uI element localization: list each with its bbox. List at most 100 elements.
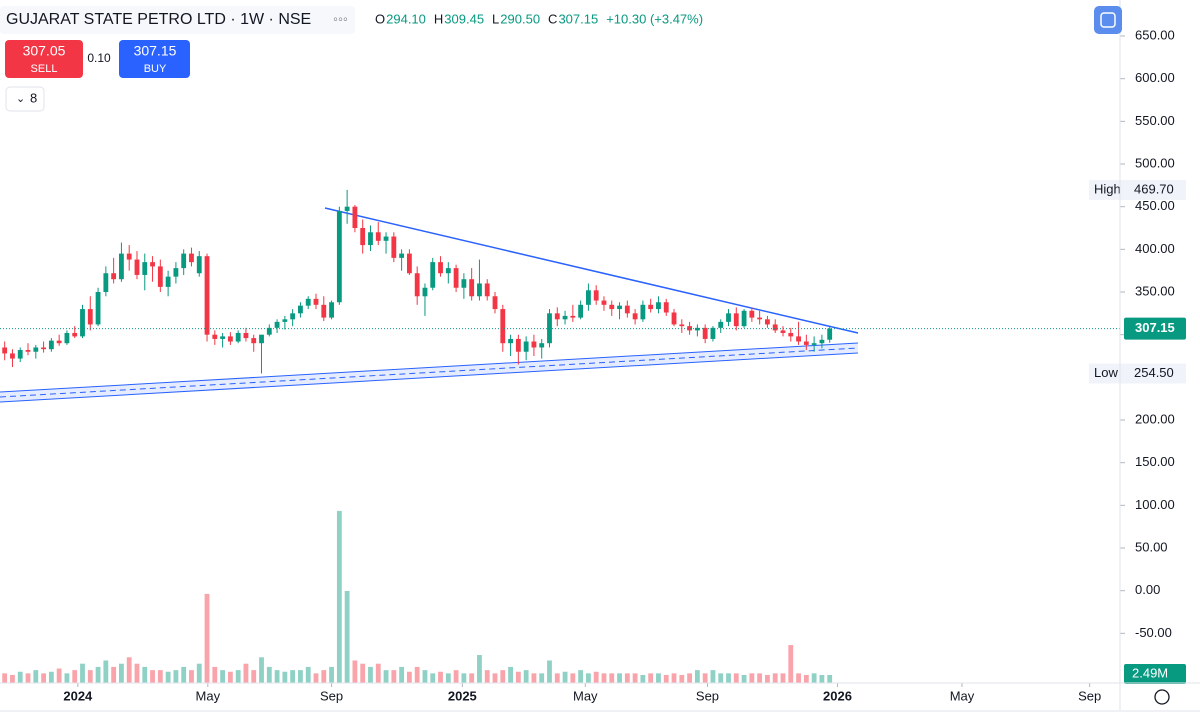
x-tick-label: May — [573, 688, 598, 703]
y-tick-label: 600.00 — [1135, 70, 1175, 85]
layout-button[interactable] — [1094, 6, 1122, 34]
volume-bar — [33, 670, 39, 683]
chevron: ⌄ — [16, 93, 25, 105]
volume-bar — [796, 673, 801, 683]
x-tick-label: May — [950, 688, 975, 703]
candle-body — [72, 332, 78, 337]
title-bg — [0, 6, 355, 34]
legend-key: H — [434, 11, 443, 26]
volume-bar — [702, 673, 708, 683]
volume-bar — [687, 673, 693, 683]
candle-body — [445, 268, 451, 274]
volume-bar — [25, 673, 31, 683]
volume-bar — [41, 673, 46, 683]
last-price-bg — [1124, 317, 1186, 340]
volume-bar — [749, 673, 755, 683]
volume-bar — [624, 673, 630, 683]
candle-body — [656, 302, 661, 310]
volume-bar — [694, 670, 700, 683]
legend-key: O — [375, 11, 385, 26]
volume-bar — [765, 674, 770, 683]
candle-body — [111, 273, 117, 280]
volume-bar — [196, 663, 202, 683]
legend-value: 307.15 — [558, 11, 598, 26]
candle-body — [741, 310, 747, 327]
channel-mid — [0, 347, 859, 398]
candle-body — [399, 253, 405, 258]
layout-icon — [1100, 12, 1116, 28]
candle-body — [368, 232, 373, 246]
price-mark-bg — [1124, 363, 1186, 384]
candle-body — [56, 340, 62, 344]
volume-bar — [48, 671, 54, 683]
volume-label-bg — [1124, 663, 1186, 684]
more-icon[interactable]: ◦◦◦ — [333, 11, 348, 27]
settings-icon[interactable] — [1154, 689, 1170, 705]
volume-bar — [298, 670, 303, 683]
candle-body — [126, 253, 132, 260]
price-mark-bg — [1124, 179, 1186, 200]
volume-bar — [336, 510, 342, 683]
candle-body — [484, 283, 490, 297]
candle-body — [477, 283, 482, 297]
symbol-title: GUJARAT STATE PETRO LTD · 1W · NSE — [6, 11, 311, 28]
volume-bar — [484, 670, 490, 683]
price-mark-key-bg — [1089, 179, 1124, 200]
candle-body — [41, 347, 46, 350]
volume-bar — [508, 666, 513, 683]
candle-body — [173, 268, 179, 277]
candle-body — [119, 253, 124, 280]
price-mark-key: Low — [1094, 365, 1118, 380]
volume-bar — [329, 666, 334, 683]
y-tick-label: 150.00 — [1135, 454, 1175, 469]
volume-bar — [399, 666, 405, 683]
candle-body — [274, 321, 280, 328]
candle-body — [10, 353, 15, 359]
volume-bar — [500, 670, 506, 683]
volume-bar — [741, 674, 747, 683]
candle-body — [383, 236, 389, 241]
volume-bar — [554, 673, 560, 683]
buy-button[interactable] — [119, 40, 190, 78]
y-tick-label: 0.00 — [1135, 582, 1160, 597]
volume-bar — [461, 673, 467, 683]
volume-bar — [204, 593, 210, 683]
volume-bar — [726, 673, 731, 683]
volume-bar — [243, 663, 249, 683]
volume-bar — [570, 673, 576, 683]
x-tick-label: Sep — [696, 688, 719, 703]
volume-bar — [360, 663, 366, 683]
candle-body — [352, 206, 358, 229]
volume-bar — [142, 666, 148, 683]
legend-value: 290.50 — [500, 11, 540, 26]
candle-body — [290, 313, 296, 320]
volume-bar — [430, 673, 436, 683]
candle-body — [765, 319, 770, 325]
volume-bar — [469, 673, 475, 683]
candle-body — [134, 259, 140, 275]
candle-body — [414, 273, 420, 297]
legend-change: +10.30 (+3.47%) — [606, 11, 703, 26]
channel-fill — [0, 343, 858, 402]
volume-bar — [562, 671, 568, 683]
candle-body — [360, 228, 366, 246]
candle-body — [142, 262, 148, 275]
legend-value: 309.45 — [444, 11, 484, 26]
candle-body — [811, 343, 817, 345]
candle-body — [157, 266, 163, 287]
candle-body — [726, 313, 731, 322]
x-tick-label: 2024 — [63, 688, 93, 703]
sell-button[interactable] — [5, 40, 83, 78]
volume-bar — [274, 670, 280, 683]
volume-bar — [383, 670, 389, 683]
volume-bar — [453, 670, 459, 683]
last-price-label: 307.15 — [1135, 320, 1175, 335]
volume-bar — [220, 670, 226, 683]
y-tick-label: 100.00 — [1135, 497, 1175, 512]
volume-bar — [2, 673, 8, 683]
indicators-count: 8 — [30, 90, 37, 105]
indicators-toggle[interactable] — [5, 86, 45, 112]
candle-body — [344, 206, 350, 211]
candle-body — [570, 315, 576, 318]
